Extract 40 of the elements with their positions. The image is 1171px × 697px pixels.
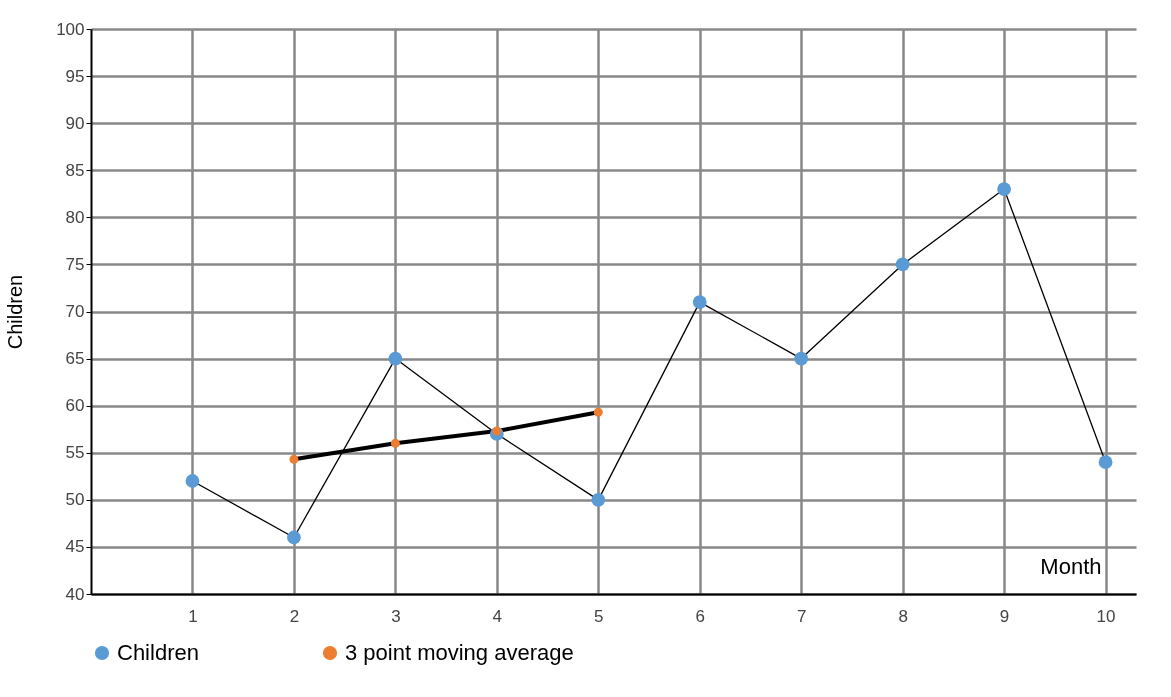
y-tick-label: 75 (65, 254, 85, 274)
point (692, 295, 707, 309)
point (1098, 455, 1113, 470)
y-tick-label: 65 (65, 349, 85, 369)
point (388, 351, 403, 366)
y-tick-label: 40 (65, 584, 85, 604)
y-tick-label: 45 (65, 537, 85, 557)
y-tick-label: 95 (65, 66, 85, 86)
y-tick-label: 50 (65, 490, 85, 510)
x-tick-label: 3 (391, 606, 401, 626)
point (794, 351, 809, 366)
y-tick-label: 85 (65, 160, 85, 180)
point (895, 257, 910, 272)
x-tick-label: 2 (289, 606, 300, 626)
x-tick-label: 6 (695, 606, 705, 626)
x-tick-label: 8 (898, 606, 908, 626)
point (492, 426, 502, 436)
point (390, 438, 400, 448)
y-tick-label: 90 (65, 113, 85, 133)
point (593, 407, 603, 417)
point (591, 492, 606, 507)
legend-label: 3 point moving average (345, 640, 574, 665)
y-tick-label: 70 (65, 302, 85, 321)
y-tick-label: 60 (65, 396, 85, 416)
x-tick-label: 1 (188, 606, 198, 626)
y-tick-label: 80 (65, 207, 85, 227)
x-tick-label: 10 (1096, 606, 1116, 626)
y-tick-label: 100 (56, 19, 85, 39)
x-tick-label: 5 (594, 606, 604, 626)
point (287, 530, 301, 545)
legend-label: Children (117, 640, 199, 665)
point (289, 454, 299, 464)
x-axis-title: Month (1040, 553, 1102, 579)
x-tick-label: 9 (999, 606, 1010, 626)
y-tick-label: 55 (65, 443, 85, 463)
point (997, 182, 1011, 196)
y-axis-title: Children (4, 274, 27, 350)
x-tick-label: 7 (796, 606, 807, 626)
point (185, 474, 200, 488)
x-tick-label: 4 (492, 606, 503, 626)
